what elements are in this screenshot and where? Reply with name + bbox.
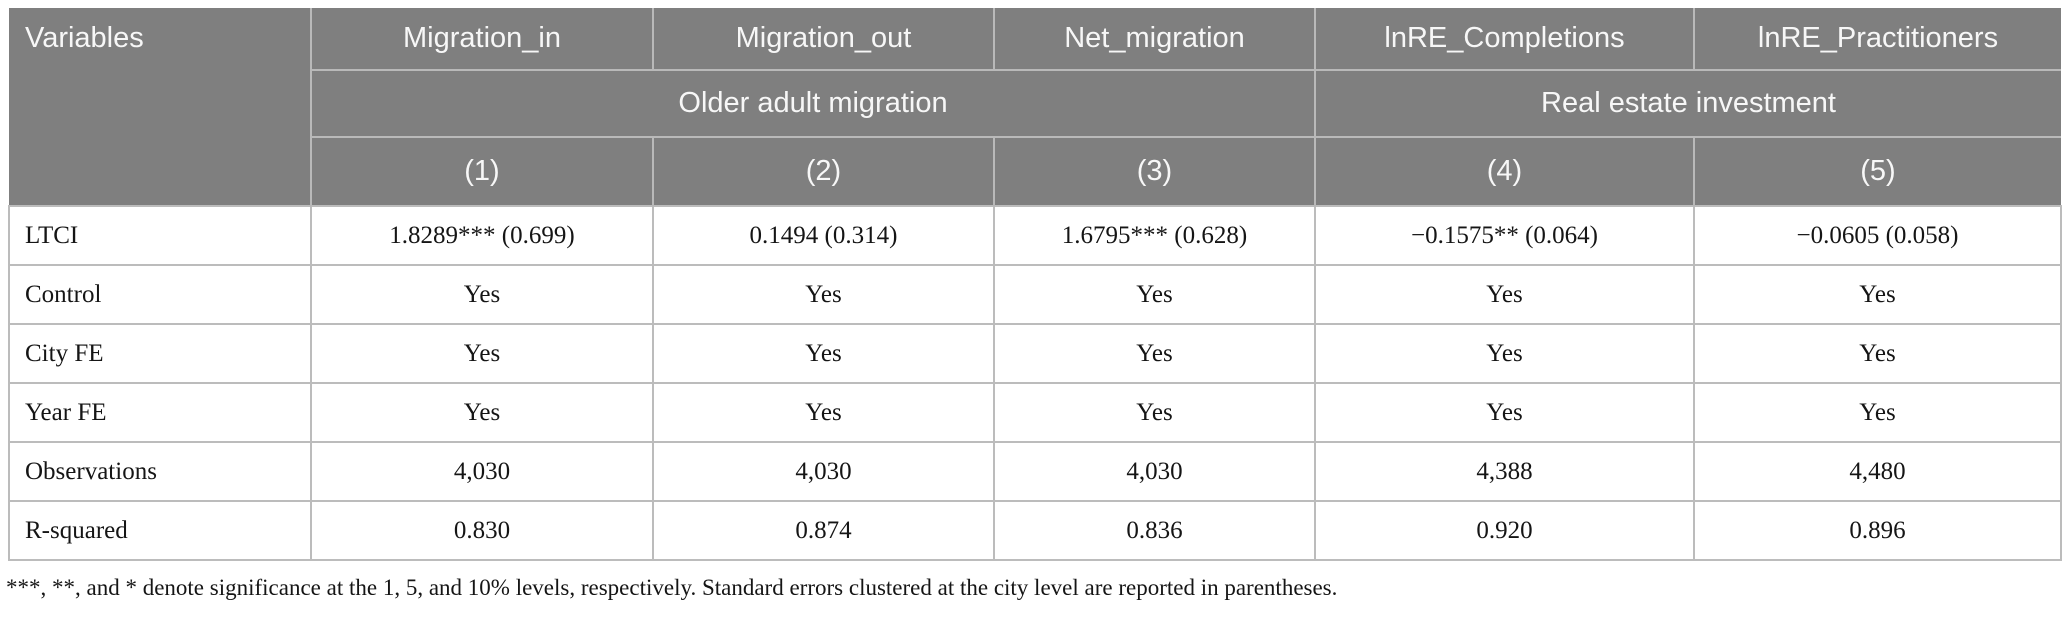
row-label: LTCI [8,205,312,266]
table-cell: −0.1575** (0.064) [1314,205,1695,266]
table-cell: Yes [310,264,654,325]
table-cell: Yes [1693,264,2062,325]
header-model-1: (1) [310,136,654,206]
table-cell: 4,030 [310,441,654,502]
header-model-5: (5) [1693,136,2061,206]
table-row-year-fe: Year FE Yes Yes Yes Yes Yes [8,382,2062,443]
table-cell: Yes [310,382,654,443]
table-cell: 0.830 [310,500,654,561]
table-body: LTCI 1.8289*** (0.699) 0.1494 (0.314) 1.… [8,205,2062,561]
row-label: City FE [8,323,312,384]
row-label: Observations [8,441,312,502]
table-row-ltci: LTCI 1.8289*** (0.699) 0.1494 (0.314) 1.… [8,205,2062,266]
header-model-3: (3) [993,136,1316,206]
table-cell: 1.8289*** (0.699) [310,205,654,266]
table-row-observations: Observations 4,030 4,030 4,030 4,388 4,4… [8,441,2062,502]
table-cell: Yes [1693,323,2062,384]
table-cell: 0.836 [993,500,1316,561]
table-cell: 4,388 [1314,441,1695,502]
table-cell: Yes [993,323,1316,384]
header-lnre-practitioners: lnRE_Practitioners [1693,8,2061,71]
header-group-older-adult-migration: Older adult migration [310,69,1316,138]
table-row-city-fe: City FE Yes Yes Yes Yes Yes [8,323,2062,384]
table-cell: 1.6795*** (0.628) [993,205,1316,266]
regression-results-table: Variables Migration_in Migration_out Net… [8,8,2062,561]
table-cell: 0.920 [1314,500,1695,561]
header-lnre-completions: lnRE_Completions [1314,8,1695,71]
table-cell: Yes [652,264,995,325]
table-row-control: Control Yes Yes Yes Yes Yes [8,264,2062,325]
table-cell: Yes [652,382,995,443]
table-cell: 4,030 [652,441,995,502]
row-label: R-squared [8,500,312,561]
header-model-2: (2) [652,136,995,206]
significance-footnote: ***, **, and * denote significance at th… [6,575,1338,600]
table-cell: Yes [310,323,654,384]
table-cell: Yes [993,264,1316,325]
table-cell: Yes [1314,382,1695,443]
header-model-number-row: (1) (2) (3) (4) (5) [9,136,2061,206]
table-cell: 0.874 [652,500,995,561]
header-net-migration: Net_migration [993,8,1316,71]
table-cell: −0.0605 (0.058) [1693,205,2062,266]
header-variables: Variables [9,8,312,206]
table-cell: Yes [1693,382,2062,443]
table-cell: Yes [1314,323,1695,384]
row-label: Year FE [8,382,312,443]
table-cell: 0.896 [1693,500,2062,561]
table-cell: Yes [993,382,1316,443]
header-migration-in: Migration_in [310,8,654,71]
table-cell: 4,480 [1693,441,2062,502]
table-header: Variables Migration_in Migration_out Net… [9,8,2061,206]
header-group-row: Older adult migration Real estate invest… [9,69,2061,138]
header-group-real-estate-investment: Real estate investment [1314,69,2061,138]
table-cell: Yes [1314,264,1695,325]
row-label: Control [8,264,312,325]
header-migration-out: Migration_out [652,8,995,71]
table-row-r-squared: R-squared 0.830 0.874 0.836 0.920 0.896 [8,500,2062,561]
header-model-4: (4) [1314,136,1695,206]
header-depvar-row: Variables Migration_in Migration_out Net… [9,8,2061,206]
table-cell: 0.1494 (0.314) [652,205,995,266]
table-cell: 4,030 [993,441,1316,502]
table-cell: Yes [652,323,995,384]
